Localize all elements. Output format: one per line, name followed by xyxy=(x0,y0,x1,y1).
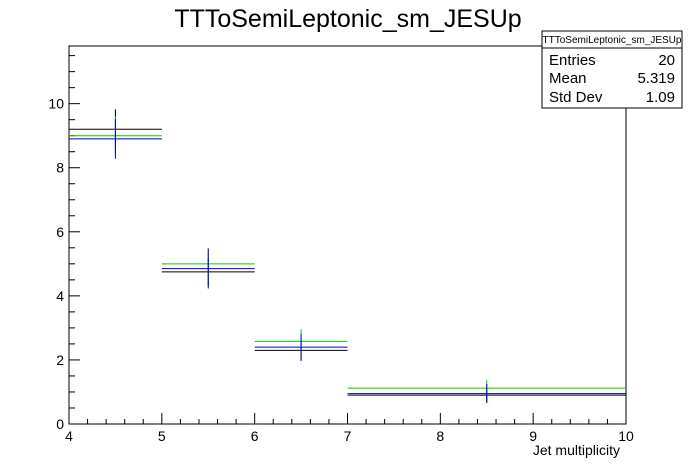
y-axis-ticks: 0 2 4 6 8 10 xyxy=(48,55,80,432)
x-tick-label: 8 xyxy=(436,428,444,444)
stats-entries-label: Entries xyxy=(549,52,596,69)
stats-box: TTToSemiLeptonic_sm_JESUp Entries 20 Mea… xyxy=(541,30,683,109)
y-tick-label: 2 xyxy=(56,352,64,368)
stats-entries-value: 20 xyxy=(658,52,675,69)
x-axis-label: Jet multiplicity xyxy=(533,442,620,458)
series-1 xyxy=(69,116,626,397)
series-0 xyxy=(69,109,626,403)
chart-title: TTToSemiLeptonic_sm_JESUp xyxy=(174,5,521,33)
x-tick-label: 7 xyxy=(344,428,352,444)
histogram-series xyxy=(69,109,626,404)
stats-mean-label: Mean xyxy=(549,70,587,87)
x-tick-label: 10 xyxy=(618,428,634,444)
stats-stddev-label: Std Dev xyxy=(549,89,603,106)
x-tick-label: 6 xyxy=(251,428,259,444)
stats-box-frame xyxy=(541,30,683,109)
series-2 xyxy=(69,119,626,404)
stats-mean-value: 5.319 xyxy=(637,70,675,87)
x-tick-label: 4 xyxy=(65,428,73,444)
y-tick-label: 4 xyxy=(56,288,64,304)
x-axis-ticks: 4 5 6 7 8 9 10 xyxy=(65,413,634,444)
y-tick-label: 6 xyxy=(56,224,64,240)
x-tick-label: 5 xyxy=(158,428,166,444)
stats-stddev-value: 1.09 xyxy=(646,89,675,106)
y-tick-label: 0 xyxy=(56,416,64,432)
stats-box-title: TTToSemiLeptonic_sm_JESUp xyxy=(543,35,682,46)
x-tick-label: 9 xyxy=(529,428,537,444)
y-tick-label: 10 xyxy=(48,96,64,112)
y-tick-label: 8 xyxy=(56,160,64,176)
